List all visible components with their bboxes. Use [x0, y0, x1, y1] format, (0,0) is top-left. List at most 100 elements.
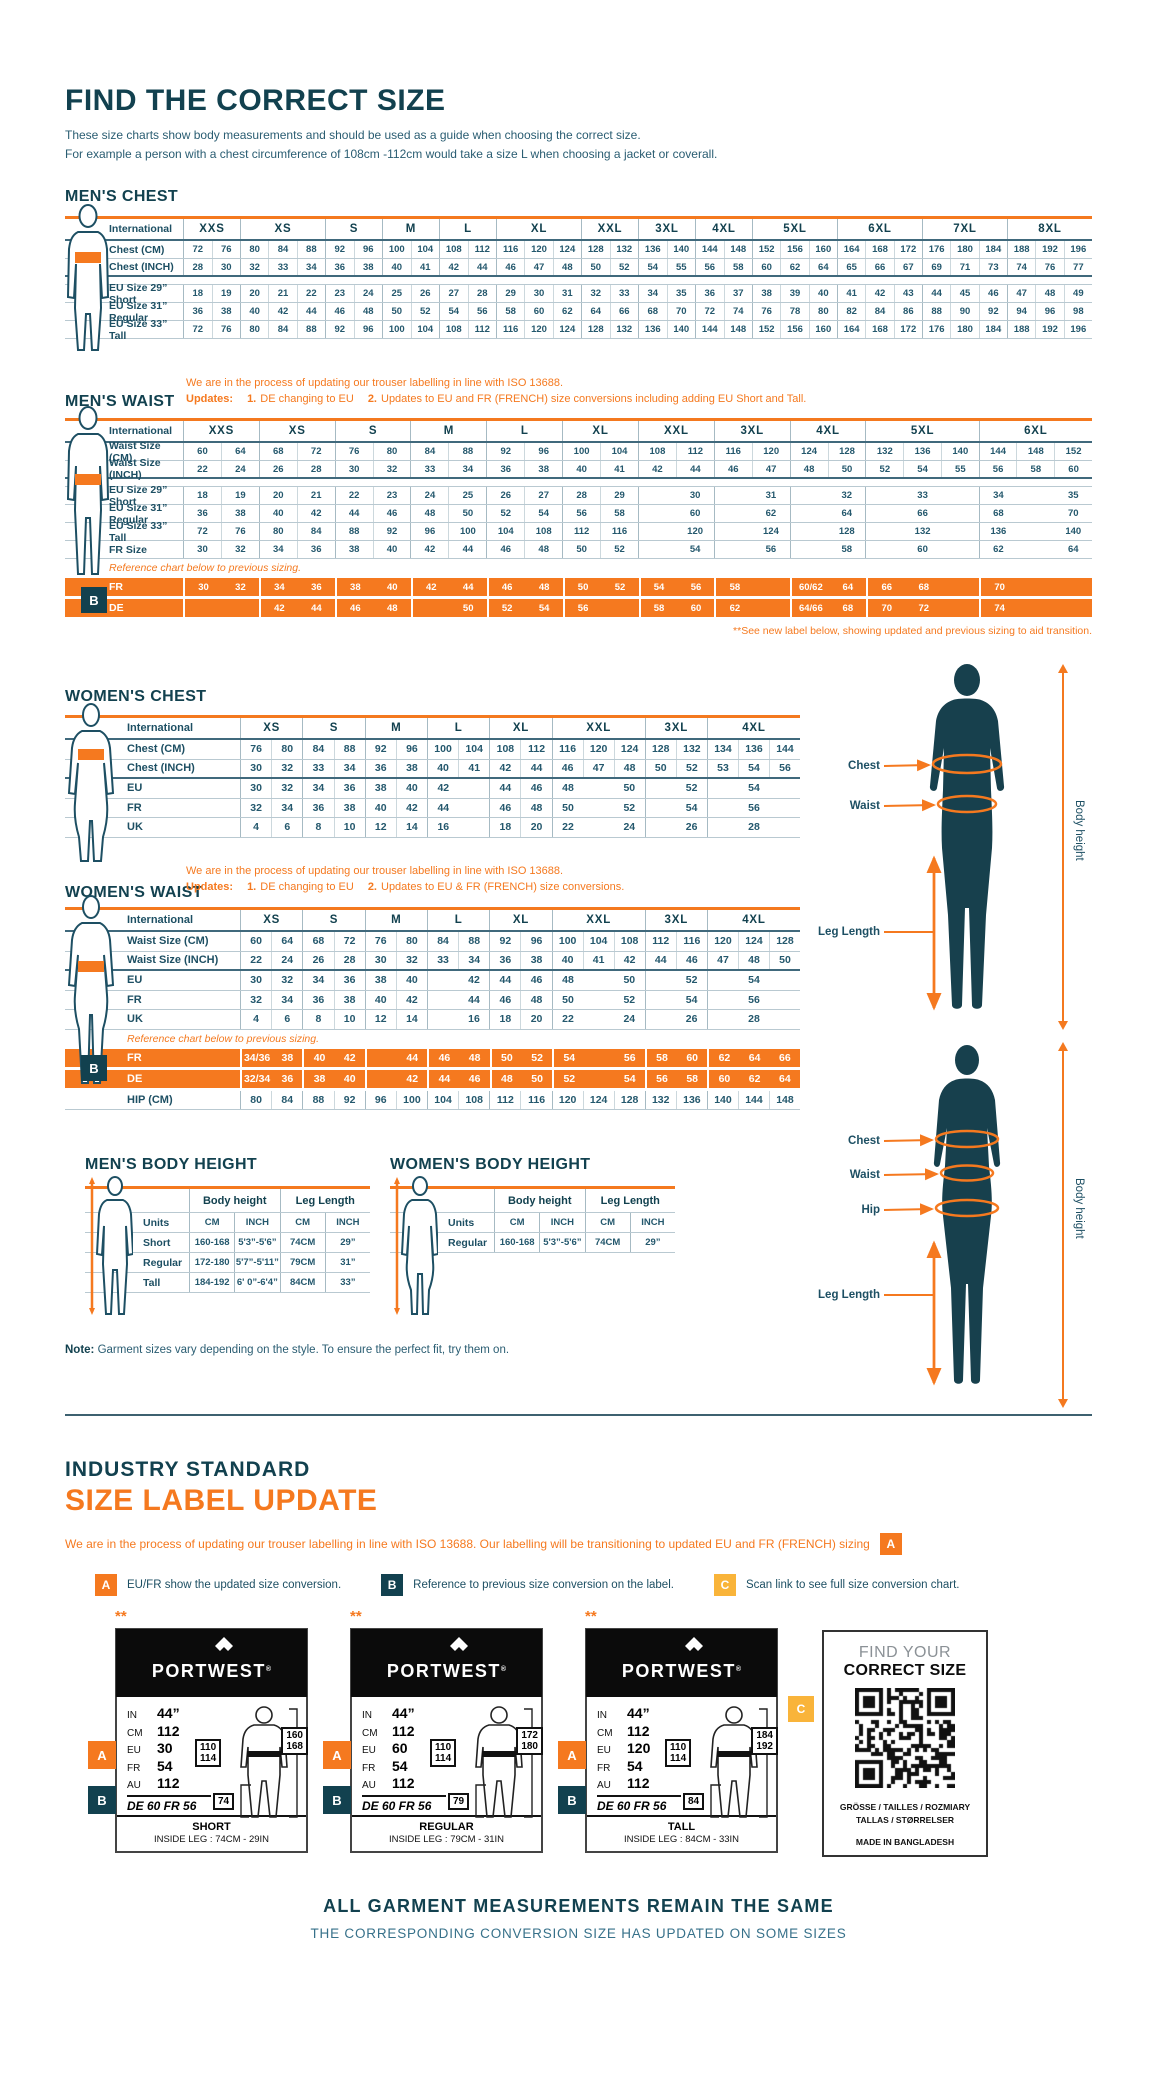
cell-value: 20: [249, 288, 260, 299]
cell-value: 34/36: [243, 1051, 271, 1064]
waist-label: Waist: [849, 1169, 880, 1181]
cell-value: 60/62: [798, 581, 823, 593]
table-row: FR 32 34 36 38 40 42 44 46 48 50 52 54 56: [65, 798, 800, 818]
table-cell: 32/34 36: [240, 1069, 302, 1088]
mens-chest-figure-icon: [67, 204, 109, 351]
table-cell: 140 144 148: [706, 1090, 800, 1109]
label-card: ** A B PORTWEST® IN 44” CM 112 EU 60 FR 54 AU 112 DE 6…: [323, 1608, 543, 1853]
cell-value: 27: [524, 487, 562, 504]
cell-value: 26: [410, 285, 440, 302]
portwest-diamond-icon: [214, 1637, 233, 1651]
cell-value: 148: [723, 241, 753, 258]
cell-value: 32: [590, 288, 602, 299]
table-row: Chest (CM) 72 76 80 84 88 92 96 100 104 108 112 116 1…: [65, 241, 1092, 259]
label-cards: ** A B PORTWEST® IN 44” CM 112 EU 30 FR 54 AU 112 DE 6…: [88, 1608, 778, 1853]
row-label: EU Size 33” Tall: [109, 317, 168, 342]
card-figure: 110 114 172 180 79: [430, 1705, 543, 1818]
column-header-S: S: [325, 219, 382, 239]
cell-value: 58: [841, 544, 853, 555]
table-row: Waist Size (INCH) 22 24 26 28 30 32 33 34 36 38 40 4…: [65, 457, 1092, 481]
table-row: EU Size 33” Tall 72 76 80 84 88 92 96 100 104 108 1…: [65, 317, 1092, 342]
cell-value: 24: [424, 490, 436, 501]
cell-value: 104: [410, 321, 440, 338]
cell-value: 164: [843, 244, 860, 255]
cell-value: 49: [1063, 285, 1092, 302]
cell-value: 31: [765, 490, 777, 501]
cell-value: 47: [582, 759, 614, 777]
cell-value: 120: [524, 321, 552, 338]
table-cell: 34 36: [302, 971, 364, 990]
cell-value: 112: [573, 526, 590, 537]
cell-value: [584, 1070, 614, 1088]
cell-value: 78: [780, 303, 808, 320]
measure-row: EU 60: [362, 1740, 446, 1758]
womens-waist-figure-icon: [67, 895, 115, 1084]
reference-note: Reference chart below to previous sizing…: [109, 562, 302, 574]
table-cell: 128 132: [581, 241, 638, 258]
cell-value: 96: [520, 932, 551, 951]
mens-chest-heading: MEN'S CHEST: [65, 188, 179, 205]
cell-value: 76: [211, 241, 241, 258]
corner-label: International: [127, 914, 194, 926]
table-cell: 47 48 49: [1007, 285, 1092, 302]
column-header-INCH: INCH: [324, 1213, 370, 1232]
iso-note: We are in the process of updating our tr…: [186, 865, 564, 877]
cell-value: 124: [737, 932, 769, 951]
cell-value: 40: [273, 508, 284, 519]
b-badge: B: [558, 1786, 586, 1814]
intro-line-1: These size charts show body measurements…: [65, 128, 641, 142]
cell-value: 62: [729, 602, 741, 614]
cell-value: 41: [600, 461, 638, 477]
table-cell: 74: [979, 599, 1092, 617]
card-figure: 110 114 160 168 74: [195, 1705, 308, 1818]
cell-value: 100: [388, 324, 405, 335]
cell-value: 188: [1013, 244, 1030, 255]
cell-value: 29”: [324, 1233, 370, 1252]
cell-value: 68: [647, 306, 659, 317]
cell-value: [715, 505, 752, 522]
cell-value: 10: [333, 818, 365, 837]
table-cell: 50 52: [551, 798, 645, 817]
table-cell: 72 76: [183, 321, 240, 338]
table-cell: 76 80: [240, 740, 302, 759]
row-label: FR Size: [109, 543, 147, 556]
table-cell: 188 192 196: [1007, 321, 1092, 338]
brand-logo-text: PORTWEST®: [151, 1661, 272, 1681]
cell-value: [584, 1049, 614, 1067]
span: Updates to EU and FR (FRENCH) size conve…: [381, 392, 807, 405]
cell-value: 74CM: [279, 1233, 325, 1252]
cell-value: 46: [520, 779, 551, 798]
cell-value: 136: [644, 324, 661, 335]
table-cell: 64: [789, 505, 866, 522]
cell-value: 28: [748, 1013, 760, 1026]
table-cell: 124 128: [789, 443, 866, 460]
card-footer: TALL INSIDE LEG : 84CM - 33IN: [587, 1814, 776, 1857]
cell-value: [1018, 578, 1055, 596]
div-labelcard: PORTWEST® IN 44” CM 112 EU 30 FR 54 AU 112 DE 60 FR…: [115, 1628, 308, 1853]
div: GRÖSSE / TAILLES / ROZMIARY: [839, 1802, 971, 1812]
table-cell: 36 38: [489, 951, 551, 969]
table-row: FR 32 34 36 38 40 42 44 46 48 50 52 54 56: [65, 990, 800, 1010]
path: [400, 1199, 438, 1315]
cell-value: 116: [725, 446, 741, 457]
inside-leg-text: INSIDE LEG : 74CM - 29IN: [153, 1833, 270, 1845]
row-label: Regular: [448, 1236, 488, 1249]
mens-body-height-table: Body height Leg Length Units CM INCH CM INCH Sh…: [85, 1176, 370, 1315]
garment-note: Note: Garment sizes vary depending on th…: [65, 1344, 509, 1356]
div: 110: [200, 1742, 217, 1753]
iso-note: We are in the process of updating our tr…: [186, 377, 564, 389]
cell-value: 74: [1016, 261, 1027, 273]
column-header-INCH: INCH: [539, 1213, 584, 1232]
body-height-arrow: [1057, 664, 1068, 1030]
table-cell: 88 92: [302, 1090, 364, 1109]
cell-value: 120: [751, 443, 790, 460]
cell-value: 140: [666, 241, 696, 258]
table-cell: 120: [637, 523, 714, 540]
table-cell: 24 25: [410, 487, 486, 504]
a-badge: A: [323, 1741, 351, 1769]
cell-value: 6' 0”-6'4”: [234, 1273, 279, 1292]
line: [883, 759, 931, 772]
cell-value: 128: [613, 1090, 645, 1109]
cell-value: [646, 971, 677, 990]
